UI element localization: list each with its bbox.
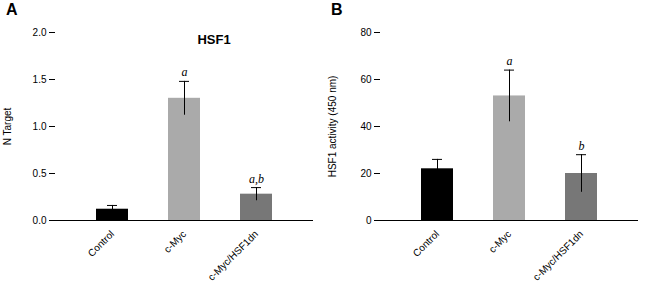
svg-text:1.0: 1.0: [33, 121, 47, 132]
html-text:B: B: [331, 1, 343, 18]
svg-text:a,b: a,b: [249, 172, 264, 186]
svg-text:0.5: 0.5: [33, 168, 47, 179]
svg-text:Control: Control: [86, 228, 117, 259]
svg-text:c-Myc/HSF1dn: c-Myc/HSF1dn: [206, 228, 261, 282]
svg-text:2.0: 2.0: [33, 27, 47, 38]
svg-text:0.0: 0.0: [33, 215, 47, 226]
svg-text:40: 40: [360, 121, 372, 132]
svg-text:a: a: [507, 54, 513, 68]
svg-text:60: 60: [360, 74, 372, 85]
svg-text:HSF1 activity (450 nm): HSF1 activity (450 nm): [327, 76, 338, 178]
svg-text:c-Myc/HSF1dn: c-Myc/HSF1dn: [531, 228, 586, 282]
svg-text:a: a: [182, 65, 188, 79]
svg-text:Control: Control: [411, 228, 442, 259]
svg-text:80: 80: [360, 27, 372, 38]
svg-text:b: b: [579, 139, 585, 153]
svg-text:c-Myc: c-Myc: [487, 228, 514, 255]
svg-text:c-Myc: c-Myc: [162, 228, 189, 255]
svg-text:20: 20: [360, 168, 372, 179]
svg-text:0: 0: [366, 215, 372, 226]
svg-text:HSF1: HSF1: [197, 32, 230, 47]
svg-text:N Target: N Target: [2, 107, 13, 145]
svg-text:1.5: 1.5: [33, 74, 47, 85]
html-text:A: A: [6, 1, 18, 18]
